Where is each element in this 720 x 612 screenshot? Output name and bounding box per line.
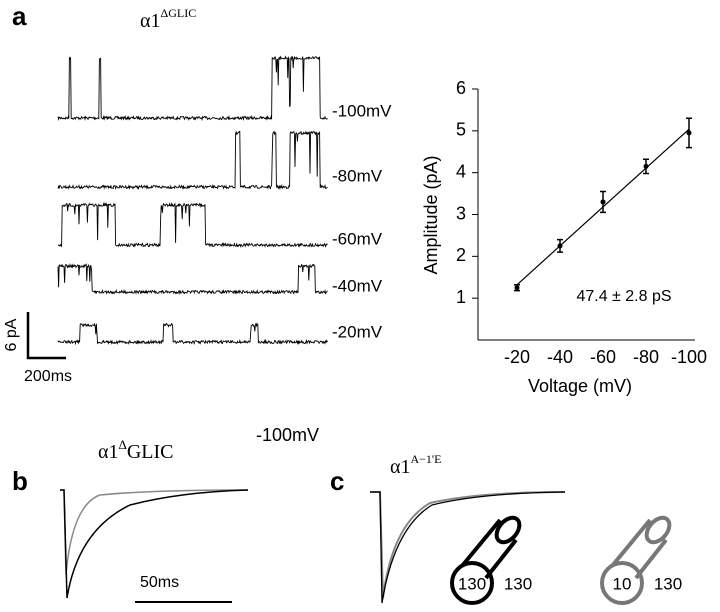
panel-label: c xyxy=(330,466,344,496)
point xyxy=(686,130,692,136)
panel-title: α1A−1'E xyxy=(390,452,441,478)
black-current xyxy=(60,489,249,599)
y-tick-label: 3 xyxy=(456,203,466,223)
pipette-bulb xyxy=(450,561,494,605)
point xyxy=(600,199,606,205)
panel-title: α1ΔGLIC xyxy=(98,437,174,463)
x-tick-label: -20 xyxy=(504,347,530,367)
current-trace xyxy=(57,262,328,295)
panel-title: α1ΔGLIC xyxy=(140,6,196,32)
scale-x: 50ms xyxy=(140,574,179,591)
title-main: α1 xyxy=(140,10,160,32)
pipette-outside: 130 xyxy=(504,574,532,593)
black-current xyxy=(370,491,566,604)
point xyxy=(557,243,563,249)
point xyxy=(643,163,649,169)
y-axis-label: Amplitude (pA) xyxy=(421,155,441,274)
pipette-tip xyxy=(494,515,522,545)
pipette-inside: 10 xyxy=(613,574,632,593)
current-trace xyxy=(57,130,328,190)
gray-current xyxy=(60,489,249,576)
traces xyxy=(57,55,328,346)
y-tick-label: 2 xyxy=(456,245,466,265)
pipettes xyxy=(450,515,672,605)
voltage-label: -100mV xyxy=(256,425,319,445)
pipette-outside: 130 xyxy=(654,574,682,593)
annotation: 47.4 ± 2.8 pS xyxy=(576,288,671,305)
y-tick-label: 6 xyxy=(456,78,466,98)
point xyxy=(514,285,520,291)
trace-voltage: -20mV xyxy=(332,322,383,341)
pipette-tip xyxy=(644,515,672,545)
trace-voltage: -80mV xyxy=(332,166,383,185)
title-sup: A−1'E xyxy=(410,452,441,466)
y-tick-label: 4 xyxy=(456,161,466,181)
x-axis-label: Voltage (mV) xyxy=(528,376,632,396)
current-trace xyxy=(57,55,328,122)
pipette-stem xyxy=(460,518,518,580)
pipette-bulb xyxy=(600,561,644,605)
title-rest: GLIC xyxy=(127,441,174,463)
x-tick-label: -100 xyxy=(671,347,707,367)
trace-voltage: -40mV xyxy=(332,276,383,295)
x-tick-label: -80 xyxy=(633,347,659,367)
trace-voltage: -60mV xyxy=(332,229,383,248)
x-tick-label: -60 xyxy=(590,347,616,367)
iv-chart: Amplitude (pA) Voltage (mV) 47.4 ± 2.8 p… xyxy=(421,78,707,396)
scale-y: 6 pA xyxy=(3,318,20,351)
y-tick-label: 1 xyxy=(456,287,466,307)
pipette-inside: 130 xyxy=(458,574,486,593)
title-sup: Δ xyxy=(118,437,126,452)
current-trace xyxy=(57,322,328,346)
current-trace xyxy=(57,201,328,248)
title-main: α1 xyxy=(390,456,410,478)
panel-label: a xyxy=(12,1,27,31)
title-main: α1 xyxy=(98,441,118,463)
scale-bar xyxy=(26,312,66,360)
scale-x: 200ms xyxy=(24,368,72,385)
x-tick-label: -40 xyxy=(547,347,573,367)
pipette-stem xyxy=(610,518,668,580)
y-tick-label: 5 xyxy=(456,120,466,140)
panel-label: b xyxy=(12,466,28,496)
trace-voltage: -100mV xyxy=(332,101,392,120)
title-sup: ΔGLIC xyxy=(160,6,196,20)
